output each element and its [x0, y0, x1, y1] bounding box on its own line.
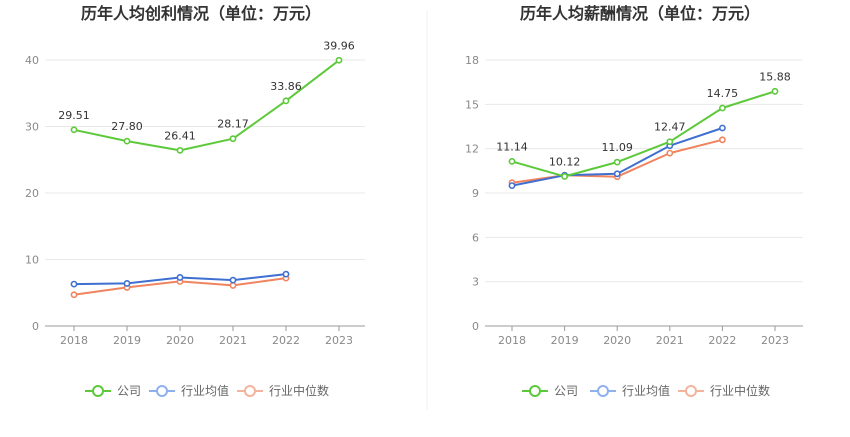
- x-tick-label: 2019: [113, 334, 141, 347]
- x-tick-label: 2022: [708, 334, 736, 347]
- data-point: [508, 182, 516, 190]
- chart-title: 历年人均薪酬情况（单位：万元）: [520, 4, 760, 23]
- y-tick-label: 0: [32, 320, 39, 333]
- data-point: [282, 270, 290, 278]
- x-tick-label: 2020: [603, 334, 631, 347]
- x-tick-label: 2018: [498, 334, 526, 347]
- y-tick-label: 12: [465, 143, 479, 156]
- y-tick-label: 30: [25, 121, 39, 134]
- data-point: [176, 146, 184, 154]
- data-point: [70, 291, 78, 299]
- data-point: [229, 135, 237, 143]
- data-point: [771, 87, 779, 95]
- y-tick-label: 18: [465, 54, 479, 67]
- y-tick-label: 3: [472, 276, 479, 289]
- data-label: 10.12: [549, 155, 581, 168]
- y-tick-label: 40: [25, 54, 39, 67]
- data-point: [123, 280, 131, 287]
- x-tick-label: 2021: [219, 334, 247, 347]
- x-tick-label: 2022: [272, 334, 300, 347]
- x-tick-label: 2021: [656, 334, 684, 347]
- y-tick-label: 9: [472, 187, 479, 200]
- data-point: [561, 173, 568, 180]
- data-point: [666, 138, 674, 146]
- chart-title: 历年人均创利情况（单位：万元）: [81, 4, 321, 23]
- y-tick-label: 6: [472, 231, 479, 244]
- data-point: [613, 158, 621, 166]
- x-tick-label: 2019: [551, 334, 579, 347]
- y-tick-label: 15: [465, 98, 479, 111]
- data-point: [719, 136, 726, 144]
- data-point: [719, 104, 726, 112]
- legend-item-label: 行业均值: [181, 383, 229, 398]
- data-point: [229, 276, 237, 284]
- x-tick-label: 2023: [325, 334, 353, 347]
- data-point: [508, 157, 516, 165]
- data-point: [229, 282, 237, 289]
- data-point: [70, 126, 78, 134]
- data-label: 39.96: [323, 39, 355, 52]
- data-point: [176, 274, 184, 281]
- y-tick-label: 20: [25, 187, 39, 200]
- legend-swatch-marker: [156, 385, 168, 397]
- data-label: 11.09: [601, 141, 633, 154]
- legend-swatch-marker: [685, 385, 697, 397]
- data-point: [719, 124, 726, 132]
- data-point: [282, 97, 290, 105]
- legend-item-label: 行业中位数: [269, 383, 329, 398]
- legend-item-label: 行业中位数: [710, 383, 770, 398]
- legend-swatch-marker: [529, 385, 541, 397]
- y-tick-label: 10: [25, 254, 39, 267]
- y-tick-label: 0: [472, 320, 479, 333]
- legend-swatch-marker: [244, 385, 256, 397]
- x-tick-label: 2018: [60, 334, 88, 347]
- data-point: [666, 149, 674, 157]
- series-line: [511, 90, 776, 178]
- legend-item-label: 行业均值: [622, 383, 670, 398]
- legend-swatch-marker: [92, 385, 104, 397]
- data-point: [70, 280, 78, 288]
- data-label: 14.75: [707, 87, 739, 100]
- data-label: 28.17: [217, 118, 249, 131]
- data-label: 26.41: [164, 129, 196, 142]
- legend-item-label: 公司: [117, 384, 141, 398]
- data-point: [123, 137, 131, 145]
- data-label: 27.80: [111, 120, 143, 133]
- legend-swatch-marker: [597, 385, 609, 397]
- legend-item-label: 公司: [554, 384, 578, 398]
- x-tick-label: 2020: [166, 334, 194, 347]
- data-label: 33.86: [270, 80, 302, 93]
- data-label: 11.14: [496, 140, 528, 153]
- series-line: [73, 59, 340, 152]
- data-point: [335, 56, 343, 64]
- data-label: 12.47: [654, 121, 686, 134]
- data-label: 15.88: [759, 70, 791, 83]
- data-point: [613, 170, 621, 178]
- x-tick-label: 2023: [761, 334, 789, 347]
- data-label: 29.51: [58, 109, 90, 122]
